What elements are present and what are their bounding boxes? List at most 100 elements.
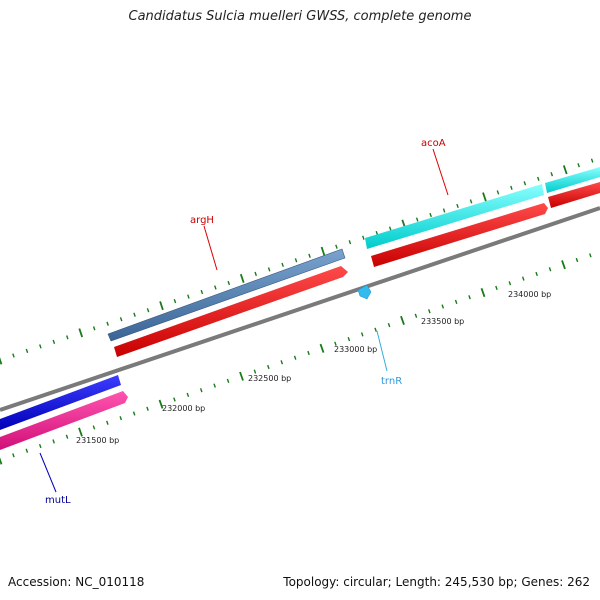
tick-mark — [319, 343, 325, 353]
cds-red-bar-3[interactable] — [548, 182, 600, 208]
tick-mark — [388, 226, 392, 231]
tick-mark — [468, 295, 471, 300]
tick-mark — [575, 257, 579, 263]
tick-mark — [428, 309, 431, 314]
tick-mark — [334, 341, 337, 346]
position-label-233000: 233000 bp — [334, 345, 377, 354]
tick-mark — [374, 327, 377, 332]
tick-mark — [454, 299, 458, 305]
tick-mark — [429, 212, 432, 218]
tick-mark — [92, 326, 96, 331]
tick-mark — [400, 315, 405, 325]
tick-mark — [173, 298, 177, 304]
tick-mark — [199, 388, 203, 393]
tick-mark — [442, 208, 446, 213]
accession-text: Accession: NC_010118 — [8, 575, 145, 589]
tick-mark — [92, 425, 96, 430]
map-title: Candidatus Sulcia muelleri GWSS, complet… — [128, 9, 472, 24]
gene-argH-bar[interactable] — [107, 248, 346, 342]
tick-mark — [469, 199, 473, 204]
tick-mark — [0, 457, 3, 465]
tick-mark — [387, 322, 391, 328]
tick-mark — [146, 406, 149, 411]
tick-mark — [347, 336, 351, 342]
tick-mark — [294, 258, 298, 263]
tick-mark — [119, 317, 123, 322]
tick-mark — [415, 217, 419, 222]
tick-mark — [456, 203, 459, 209]
tick-mark — [227, 280, 231, 286]
tick-mark — [482, 192, 487, 202]
gene-mutL-bar[interactable] — [0, 375, 121, 430]
tick-mark — [348, 240, 352, 245]
tick-mark — [537, 176, 540, 181]
tick-mark — [360, 332, 364, 337]
tick-mark — [510, 185, 513, 190]
position-label-232500: 232500 bp — [248, 374, 291, 383]
trnR-leader-line — [376, 330, 388, 372]
tick-mark — [362, 235, 365, 240]
tick-mark — [200, 289, 204, 295]
tick-mark — [38, 443, 42, 449]
tick-mark — [589, 253, 592, 258]
genome-summary-text: Topology: circular; Length: 245,530 bp; … — [283, 575, 590, 589]
tick-mark — [0, 357, 3, 365]
tick-mark — [267, 267, 271, 272]
tick-mark — [320, 246, 326, 256]
tick-mark — [106, 420, 109, 425]
tick-mark — [577, 163, 580, 168]
tick-mark — [187, 294, 190, 299]
tick-mark — [293, 355, 297, 360]
tick-mark — [119, 416, 123, 421]
tick-mark — [78, 427, 83, 437]
genome-backbone — [0, 206, 600, 412]
tick-mark — [132, 411, 136, 416]
tick-mark — [280, 360, 284, 365]
tick-mark — [213, 383, 216, 388]
tick-mark — [133, 312, 136, 317]
tick-mark — [146, 308, 150, 313]
argH-leader-line — [203, 225, 218, 271]
position-label-234000: 234000 bp — [508, 290, 551, 299]
tick-mark — [159, 301, 164, 311]
tick-mark — [308, 253, 311, 258]
tick-mark — [535, 271, 538, 277]
position-label-231500: 231500 bp — [76, 436, 119, 445]
gene-label-trnR[interactable]: trnR — [381, 376, 402, 387]
gene-acoA-continued-bar[interactable] — [545, 167, 600, 193]
gene-label-acoA[interactable]: acoA — [421, 138, 446, 149]
tick-mark — [12, 453, 15, 458]
cds-red-bar-1[interactable] — [114, 266, 348, 357]
tick-mark — [25, 348, 29, 354]
gene-label-mutL[interactable]: mutL — [45, 495, 71, 506]
tick-mark — [158, 399, 164, 409]
tick-mark — [307, 350, 310, 356]
tick-mark — [496, 190, 500, 195]
gene-trnR-glyph[interactable] — [357, 284, 372, 300]
tick-mark — [66, 335, 69, 340]
tick-mark — [12, 353, 15, 358]
tick-mark — [52, 439, 55, 444]
tick-mark — [523, 181, 527, 186]
tick-mark — [78, 328, 84, 338]
pink-feature-bar[interactable] — [0, 391, 128, 450]
tick-mark — [226, 378, 230, 384]
tick-mark — [65, 434, 69, 439]
cds-red-bar-2[interactable] — [371, 203, 548, 267]
tick-mark — [550, 172, 554, 177]
tick-mark — [335, 244, 338, 249]
tick-mark — [548, 267, 552, 272]
position-label-233500: 233500 bp — [421, 317, 464, 326]
tick-mark — [480, 288, 486, 298]
gene-acoA-bar[interactable] — [365, 184, 544, 249]
tick-mark — [441, 304, 445, 309]
tick-mark — [106, 321, 109, 326]
gene-label-argH[interactable]: argH — [190, 215, 214, 226]
inner-tick-track — [0, 253, 592, 465]
position-label-232000: 232000 bp — [162, 404, 205, 413]
mutL-leader-line — [39, 452, 57, 493]
tick-mark — [590, 158, 594, 163]
tick-mark — [214, 285, 217, 290]
tick-mark — [414, 313, 418, 318]
tick-mark — [186, 392, 190, 398]
